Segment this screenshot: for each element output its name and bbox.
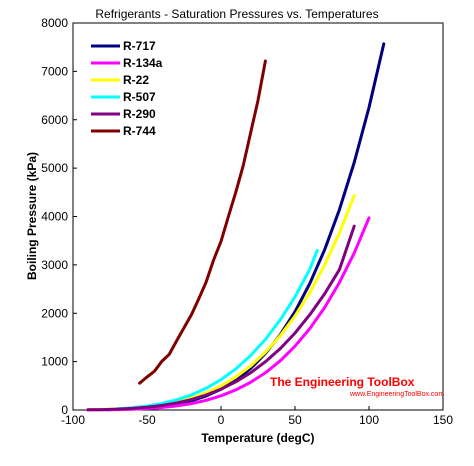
- y-axis-label: Boiling Pressure (kPa): [25, 152, 39, 280]
- legend-label: R-134a: [123, 56, 163, 70]
- y-tick-label: 6000: [41, 113, 68, 127]
- legend: R-717 R-134a R-22 R-507 R-290 R-744: [91, 39, 163, 138]
- y-axis-ticks: 0 1000 2000 3000 4000 5000 6000 7000 8000: [41, 16, 77, 417]
- x-tick-label: -100: [61, 413, 85, 427]
- x-tick-label: 0: [218, 413, 225, 427]
- watermark-url: www.EngineeringToolBox.com: [349, 391, 444, 398]
- x-tick-label: 100: [359, 413, 379, 427]
- y-tick-label: 4000: [41, 210, 68, 224]
- y-tick-label: 2000: [41, 306, 68, 320]
- x-tick-label: 50: [288, 413, 302, 427]
- series-lines: [86, 42, 386, 412]
- series-line-r-290: [86, 224, 356, 412]
- watermark-title: The Engineering ToolBox: [270, 375, 415, 389]
- x-tick-label: 150: [433, 413, 453, 427]
- y-tick-label: 5000: [41, 161, 68, 175]
- x-tick-label: -50: [138, 413, 156, 427]
- legend-label: R-290: [123, 107, 156, 121]
- chart-title: Refrigerants - Saturation Pressures vs. …: [95, 7, 378, 21]
- legend-label: R-22: [123, 73, 149, 87]
- y-tick-label: 3000: [41, 258, 68, 272]
- x-axis-ticks: -100 -50 0 50 100 150: [61, 406, 453, 427]
- legend-label: R-744: [123, 124, 156, 138]
- y-tick-label: 8000: [41, 16, 68, 30]
- series-line-r-744: [138, 59, 267, 385]
- x-axis-label: Temperature (degC): [201, 431, 314, 445]
- y-tick-label: 7000: [41, 64, 68, 78]
- legend-label: R-507: [123, 90, 156, 104]
- y-tick-label: 0: [61, 403, 68, 417]
- y-tick-label: 1000: [41, 355, 68, 369]
- legend-label: R-717: [123, 39, 156, 53]
